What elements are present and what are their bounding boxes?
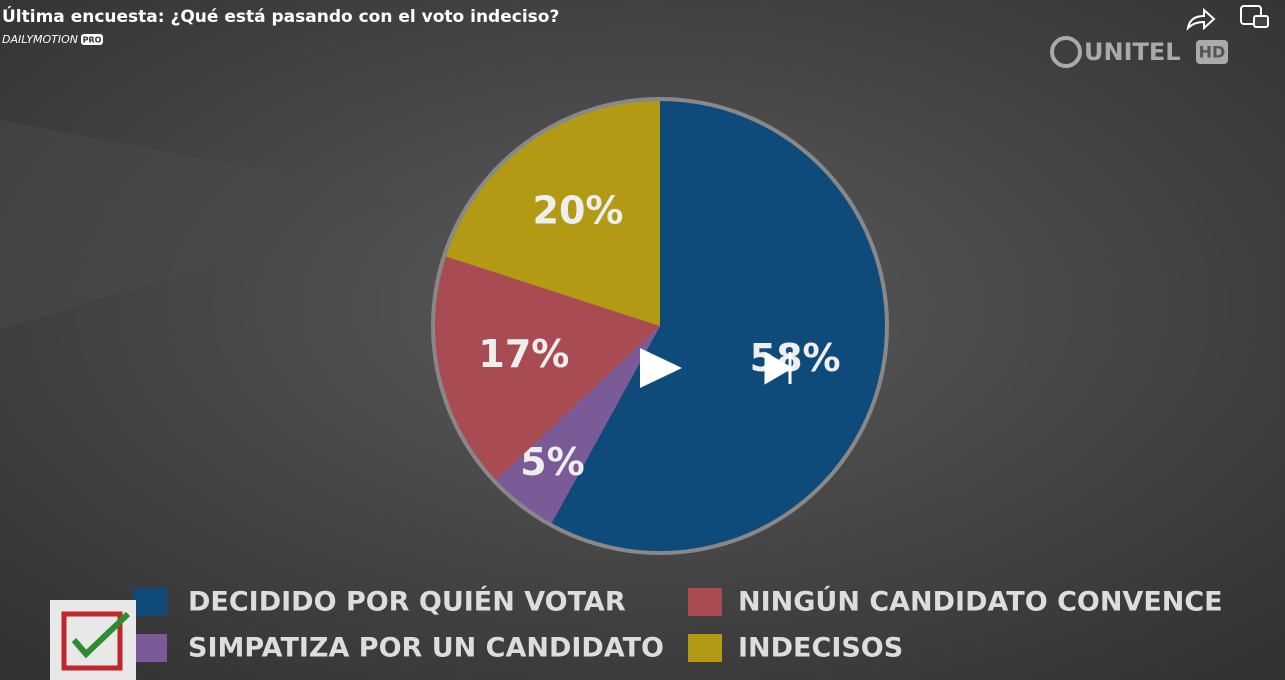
checkbox-frame [61,611,123,671]
watermark: UNITEL [1084,38,1181,66]
next-button[interactable] [764,351,793,385]
pie-slice [435,256,660,481]
legend-swatch [688,634,722,662]
pie-slice [446,101,660,326]
pie-slice [551,101,885,551]
video-title[interactable]: Última encuesta: ¿Qué está pasando con e… [2,5,559,27]
slice-label: 17% [478,332,569,376]
play-button[interactable] [640,348,682,388]
brand-badge: PRO [83,36,102,45]
bg-shape [0,120,420,330]
legend-swatch [133,634,167,662]
pip-inner [1253,15,1269,28]
legend-swatch [133,588,167,616]
legend-swatch [688,588,722,616]
watermark-badge-bg [1196,40,1228,64]
share-button[interactable] [1186,7,1216,31]
legend-label: NINGÚN CANDIDATO CONVENCE [738,586,1223,618]
slice-label: 58% [750,336,841,380]
pie-slice [495,326,660,524]
brand-badge-bg [81,34,103,45]
check-mark [71,611,131,659]
slice-label: 5% [520,440,585,484]
legend-label: DECIDIDO POR QUIÉN VOTAR [188,586,626,618]
logo-ring [1050,36,1082,68]
watermark-badge: HD [1199,43,1226,62]
brand[interactable]: DAILYMOTION [2,33,78,46]
legend-label: SIMPATIZA POR UN CANDIDATO [188,633,664,664]
legend-label: INDECISOS [738,633,903,664]
slice-label: 20% [533,189,624,233]
